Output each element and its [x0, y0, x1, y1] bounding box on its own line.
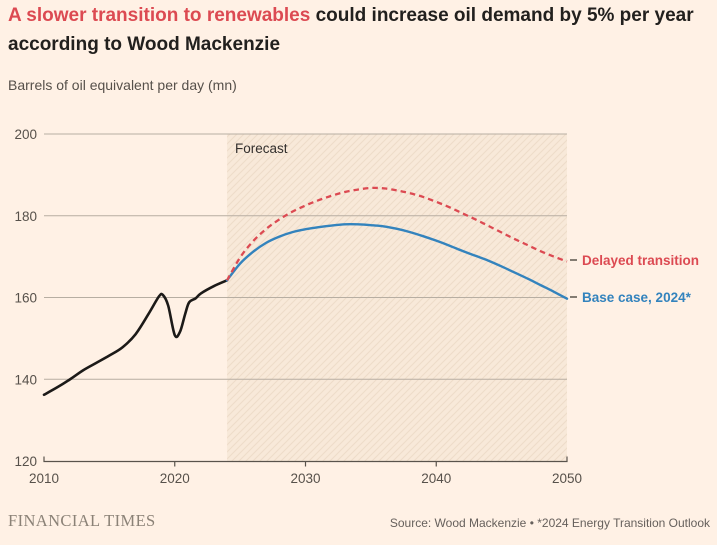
x-tick-label: 2040 [421, 471, 451, 486]
delayed-transition-line [226, 186, 568, 281]
source-credit: Source: Wood Mackenzie • *2024 Energy Tr… [389, 516, 710, 530]
history-line [42, 279, 229, 397]
financial-times-logo: FINANCIAL TIMES [8, 511, 156, 530]
delayed-transition-label-text: Delayed transition [582, 252, 700, 268]
x-tick-label: 2010 [29, 471, 59, 486]
y-tick-label: 120 [14, 454, 37, 469]
y-tick-label: 200 [14, 127, 37, 142]
x-tick-label: 2030 [290, 471, 320, 486]
label-tick-icon [570, 296, 577, 299]
delayed-transition-label: Delayed transition [570, 253, 699, 268]
title-line1: A slower transition to renewables could … [8, 1, 714, 30]
x-axis [43, 456, 568, 467]
x-tick-label: 2050 [552, 471, 582, 486]
y-tick-label: 140 [14, 372, 37, 387]
forecast-region-label: Forecast [235, 141, 288, 156]
x-tick-label: 2020 [160, 471, 190, 486]
title-rest: could increase oil demand by 5% per year [310, 5, 694, 26]
chart-title: A slower transition to renewables could … [8, 1, 714, 59]
y-tick-label: 160 [14, 291, 37, 306]
label-tick-icon [570, 259, 577, 262]
axis-unit-label: Barrels of oil equivalent per day (mn) [8, 77, 237, 93]
base-case-line [225, 223, 569, 300]
title-line2: according to Wood Mackenzie [8, 34, 281, 55]
base-case-label-text: Base case, 2024* [582, 289, 691, 305]
title-highlight: A slower transition to renewables [8, 5, 311, 26]
base-case-label: Base case, 2024* [570, 290, 691, 305]
y-tick-label: 180 [14, 209, 37, 224]
